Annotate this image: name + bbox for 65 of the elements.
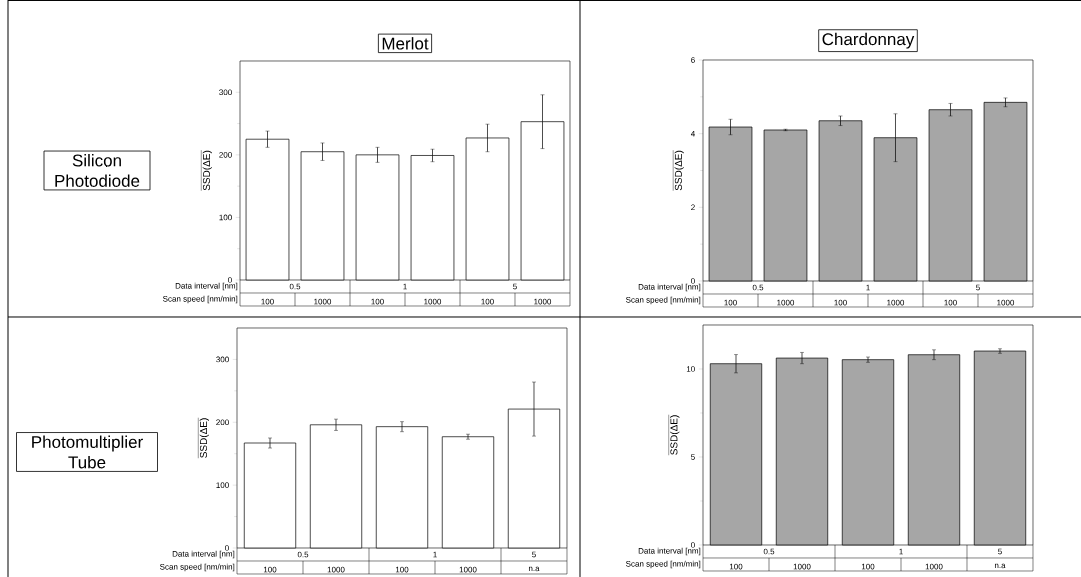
y-axis-title: SSD(ΔE) bbox=[674, 150, 684, 191]
y-tick-label: 200 bbox=[216, 419, 229, 426]
x-tick-label: 1000 bbox=[925, 563, 943, 570]
y-tick-label: 100 bbox=[219, 214, 232, 221]
text: Data interval [nm] bbox=[175, 282, 238, 291]
text: 5 bbox=[998, 548, 1002, 555]
text: Scan speed [nm/min] bbox=[163, 295, 238, 304]
x-tick-label: 100 bbox=[861, 563, 875, 570]
x-tick-label: 1000 bbox=[793, 563, 811, 570]
y-tick-label: 100 bbox=[216, 482, 229, 488]
y-tick-label: 10 bbox=[686, 366, 695, 372]
y-tick-label: 6 bbox=[691, 57, 695, 63]
y-tick-label: 5 bbox=[691, 454, 695, 460]
x-tick-label: 1000 bbox=[777, 299, 795, 306]
y-axis-title: SSD(ΔE) bbox=[199, 418, 209, 458]
y-tick-label: 200 bbox=[219, 152, 232, 158]
y-axis-title: SSD(ΔE) bbox=[670, 415, 680, 455]
y-tick-label: 0 bbox=[691, 278, 695, 284]
text: Data interval [nm] bbox=[638, 547, 701, 556]
x-tick-label: 100 bbox=[729, 563, 743, 570]
x-tick-label: 100 bbox=[481, 298, 494, 305]
text: 1 bbox=[866, 284, 870, 291]
x-tick-label: 100 bbox=[371, 298, 384, 305]
text: Scan speed [nm/min] bbox=[160, 563, 235, 572]
text: 0.5 bbox=[297, 551, 309, 558]
x-tick-label: 100 bbox=[834, 299, 847, 306]
x-tick-label: n.a bbox=[994, 563, 1006, 569]
text: Data interval [nm] bbox=[638, 283, 701, 292]
x-tick-label: 1000 bbox=[997, 299, 1015, 306]
y-tick-label: 0 bbox=[225, 545, 229, 551]
text: Scan speed [nm/min] bbox=[626, 560, 701, 569]
x-tick-label: 1000 bbox=[424, 298, 442, 305]
x-tick-label: 100 bbox=[261, 298, 274, 305]
text: 0.5 bbox=[289, 283, 301, 290]
x-tick-label: 1000 bbox=[887, 299, 905, 306]
text: Silicon Photodiode bbox=[55, 154, 140, 187]
x-tick-label: 100 bbox=[724, 299, 737, 306]
chart-title: Chardonnay bbox=[822, 32, 915, 49]
x-tick-label: n.a bbox=[528, 566, 540, 572]
text: 1 bbox=[433, 551, 437, 558]
x-tick-label: 100 bbox=[395, 566, 409, 573]
text: 0.5 bbox=[763, 548, 775, 555]
x-tick-label: 1000 bbox=[314, 298, 332, 305]
chart-title: Merlot bbox=[382, 37, 429, 50]
y-tick-label: 300 bbox=[219, 89, 232, 96]
x-tick-label: 100 bbox=[263, 566, 277, 573]
y-tick-label: 300 bbox=[216, 356, 229, 363]
y-tick-label: 0 bbox=[228, 277, 232, 283]
y-tick-label: 4 bbox=[690, 130, 695, 137]
y-tick-label: 2 bbox=[691, 204, 695, 211]
text: 5 bbox=[532, 551, 536, 558]
text: 5 bbox=[976, 284, 980, 291]
x-tick-label: 1000 bbox=[534, 298, 552, 305]
text: 5 bbox=[513, 283, 517, 290]
text: 0.5 bbox=[752, 284, 764, 291]
text: Photomultiplier Tube bbox=[32, 435, 143, 469]
x-tick-label: 1000 bbox=[459, 566, 477, 573]
x-tick-label: 1000 bbox=[327, 566, 345, 573]
text: 1 bbox=[403, 283, 407, 290]
x-tick-label: 100 bbox=[944, 299, 957, 306]
text: 1 bbox=[899, 548, 903, 555]
y-axis-title: SSD(ΔE) bbox=[202, 150, 212, 191]
text: Scan speed [nm/min] bbox=[626, 296, 701, 305]
y-tick-label: 0 bbox=[691, 542, 695, 548]
text: Data interval [nm] bbox=[172, 550, 235, 559]
